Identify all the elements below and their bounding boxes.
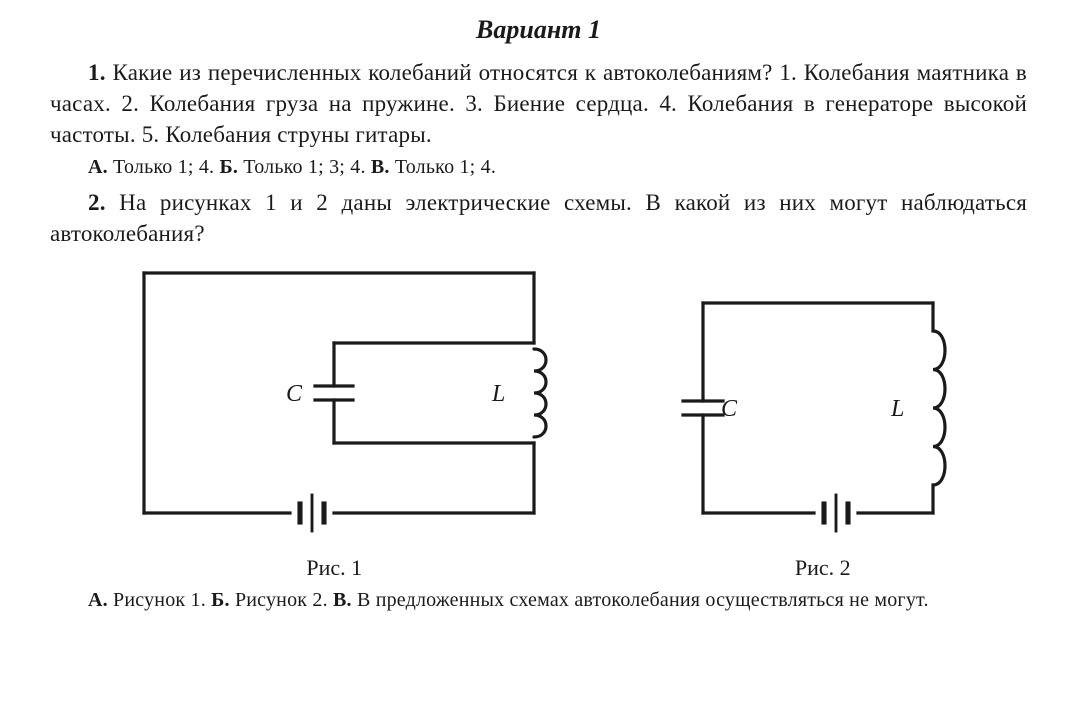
page-root: Вариант 1 1. Какие из перечисленных коле…: [0, 0, 1077, 724]
q2-optA-text: Рисунок 1.: [113, 589, 206, 611]
q1-choices: А. Только 1; 4. Б. Только 1; 3; 4. В. То…: [50, 154, 1027, 181]
figure-1-caption: Рис. 1: [306, 553, 362, 583]
q2-text: На рисунках 1 и 2 даны электрические схе…: [50, 190, 1027, 246]
q1-optB-label: Б.: [219, 156, 238, 178]
svg-text:C: C: [721, 396, 738, 422]
figure-1-block: CL Рис. 1: [104, 253, 564, 583]
svg-text:L: L: [491, 381, 505, 407]
figure-2-caption: Рис. 2: [795, 553, 851, 583]
figures-row: CL Рис. 1 CL Рис. 2: [50, 253, 1027, 583]
svg-text:C: C: [286, 381, 303, 407]
svg-text:L: L: [890, 396, 904, 422]
q1-optC-label: В.: [371, 156, 390, 178]
figure-1-diagram: CL: [104, 253, 564, 543]
q2-optC-text: В предложенных схемах автоколебания осущ…: [357, 589, 929, 611]
q2-choices: А. Рисунок 1. Б. Рисунок 2. В. В предлож…: [50, 587, 1027, 614]
question-2: 2. На рисунках 1 и 2 даны электрические …: [50, 187, 1027, 249]
q2-optB-label: Б.: [211, 589, 230, 611]
q1-optB-text: Только 1; 3; 4.: [243, 156, 365, 178]
q2-optC-label: В.: [333, 589, 352, 611]
q1-optA-label: А.: [88, 156, 108, 178]
q1-optA-text: Только 1; 4.: [113, 156, 214, 178]
variant-title: Вариант 1: [50, 12, 1027, 47]
q2-optB-text: Рисунок 2.: [235, 589, 328, 611]
figure-2-block: CL Рис. 2: [673, 283, 973, 583]
q2-number: 2.: [88, 190, 106, 215]
q1-optC-text: Только 1; 4.: [395, 156, 496, 178]
q1-text: Какие из перечисленных колебаний относят…: [50, 60, 1027, 147]
question-1: 1. Какие из перечисленных колебаний отно…: [50, 57, 1027, 150]
q1-number: 1.: [88, 60, 106, 85]
q2-optA-label: А.: [88, 589, 108, 611]
figure-2-diagram: CL: [673, 283, 973, 543]
